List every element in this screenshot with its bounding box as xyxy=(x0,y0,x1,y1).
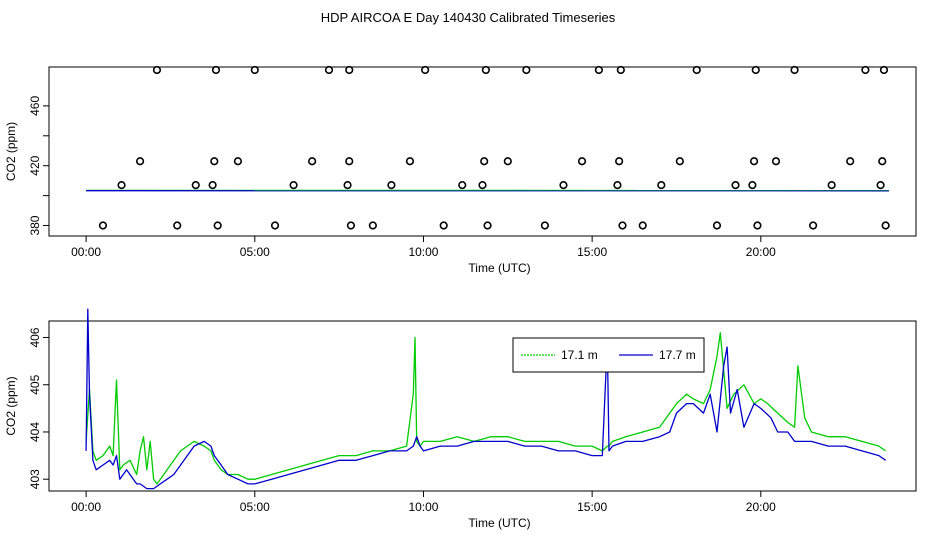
x-tick-label: 15:00 xyxy=(577,500,607,514)
x-tick-label: 15:00 xyxy=(577,245,607,259)
data-point xyxy=(343,181,352,190)
data-point xyxy=(657,181,666,190)
data-point xyxy=(135,157,145,166)
data-point xyxy=(827,181,836,190)
data-point xyxy=(173,221,182,230)
data-point xyxy=(881,221,890,230)
data-point xyxy=(748,181,757,190)
series-line-17-7-m xyxy=(85,308,886,490)
data-point xyxy=(270,221,280,230)
data-point xyxy=(480,157,489,166)
data-point xyxy=(616,65,625,75)
data-point xyxy=(308,157,317,166)
data-point xyxy=(540,221,550,230)
data-point xyxy=(522,65,531,75)
data-point xyxy=(809,221,818,230)
top-panel: 00:00 05:00 10:00 15:00 20:00 380 420 460 Time (… xyxy=(4,65,917,275)
data-point xyxy=(712,221,722,230)
y-tick-label: 460 xyxy=(28,96,42,116)
data-point xyxy=(481,65,490,75)
x-tick-label: 05:00 xyxy=(240,500,270,514)
x-tick-label: 10:00 xyxy=(408,500,438,514)
data-point xyxy=(191,181,200,190)
data-point xyxy=(458,181,467,190)
x-tick-label: 00:00 xyxy=(71,500,101,514)
data-point xyxy=(368,221,377,230)
data-point xyxy=(324,65,334,75)
data-point xyxy=(753,221,762,230)
data-point xyxy=(98,221,108,230)
data-point xyxy=(439,221,448,230)
y-tick-label: 404 xyxy=(28,422,42,442)
data-point xyxy=(559,181,568,190)
data-point xyxy=(846,157,855,166)
data-point xyxy=(208,181,217,190)
legend-box xyxy=(512,337,705,373)
data-point xyxy=(861,65,870,75)
y-tick-label: 403 xyxy=(28,469,42,489)
data-point xyxy=(250,65,259,75)
data-point xyxy=(613,181,622,190)
data-point xyxy=(692,65,701,75)
data-point xyxy=(421,65,430,75)
x-axis-label: Time (UTC) xyxy=(468,261,530,275)
data-point xyxy=(345,157,354,166)
data-point xyxy=(577,157,587,166)
data-point xyxy=(503,157,512,166)
data-point xyxy=(387,181,396,190)
data-point xyxy=(478,181,487,190)
data-point xyxy=(405,157,415,166)
plot-frame xyxy=(48,320,917,492)
data-point xyxy=(675,157,684,166)
data-point xyxy=(771,157,781,166)
data-point xyxy=(876,181,885,190)
data-point xyxy=(615,157,624,166)
data-point xyxy=(751,65,760,75)
y-axis-label: CO2 (ppm) xyxy=(4,376,18,435)
data-point xyxy=(731,181,740,190)
legend-label: 17.7 m xyxy=(659,348,696,362)
data-point xyxy=(879,65,889,75)
data-point xyxy=(346,221,356,230)
y-tick-label: 405 xyxy=(28,374,42,394)
data-point xyxy=(618,221,627,230)
y-tick-label: 406 xyxy=(28,327,42,347)
y-tick-label: 380 xyxy=(28,215,42,235)
data-point xyxy=(213,221,222,230)
data-point xyxy=(289,181,298,190)
x-tick-label: 10:00 xyxy=(408,245,438,259)
data-point xyxy=(152,65,162,75)
data-point xyxy=(210,157,219,166)
legend-label: 17.1 m xyxy=(561,348,598,362)
x-tick-label: 05:00 xyxy=(240,245,270,259)
data-point xyxy=(345,65,354,75)
data-point xyxy=(483,221,492,230)
x-tick-label: 00:00 xyxy=(71,245,101,259)
data-point xyxy=(211,65,221,75)
data-point xyxy=(594,65,603,75)
chart-title: HDP AIRCOA E Day 140430 Calibrated Times… xyxy=(321,10,616,25)
data-point xyxy=(638,221,647,230)
plot-frame xyxy=(48,66,917,237)
y-axis-label: CO2 (ppm) xyxy=(4,122,18,181)
x-tick-label: 20:00 xyxy=(746,500,776,514)
x-tick-label: 20:00 xyxy=(746,245,776,259)
series-line-17-1-m xyxy=(85,332,886,485)
data-point xyxy=(117,181,126,190)
bottom-panel: 00:00 05:00 10:00 15:00 20:00 403 404 405 406 Tim… xyxy=(4,308,917,530)
data-point xyxy=(790,65,799,75)
x-axis-label: Time (UTC) xyxy=(468,516,530,530)
data-point xyxy=(233,157,243,166)
data-point xyxy=(878,157,887,166)
data-point xyxy=(749,157,759,166)
y-tick-label: 420 xyxy=(28,155,42,175)
